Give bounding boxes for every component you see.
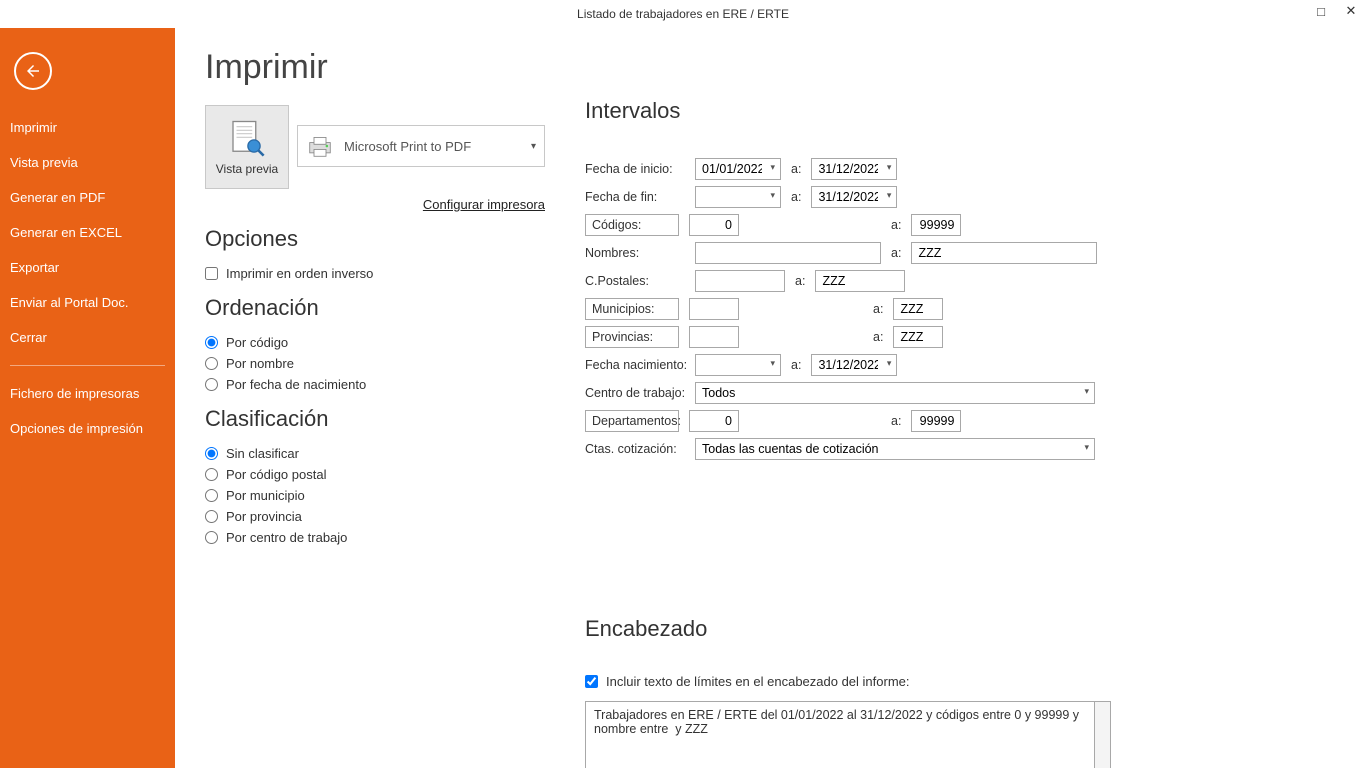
include-header-checkbox[interactable]: Incluir texto de límites en el encabezad…	[585, 674, 1336, 689]
fecha-fin-from[interactable]	[695, 186, 781, 208]
fecha-inicio-from[interactable]	[695, 158, 781, 180]
preview-button[interactable]: Vista previa	[205, 105, 289, 189]
classify-2[interactable]: Por municipio	[205, 488, 545, 503]
cpostales-to[interactable]	[815, 270, 905, 292]
ctas-select[interactable]	[695, 438, 1095, 460]
row-codigos: Códigos: a:	[585, 214, 1336, 236]
provincias-from[interactable]	[689, 326, 739, 348]
intervals-heading: Intervalos	[585, 98, 1336, 124]
sidebar-item-1[interactable]: Vista previa	[0, 145, 175, 180]
order-heading: Ordenación	[205, 295, 545, 321]
row-fecha-nac: Fecha nacimiento: a:	[585, 354, 1336, 376]
sidebar-item2-0[interactable]: Fichero de impresoras	[0, 376, 175, 411]
order-1[interactable]: Por nombre	[205, 356, 545, 371]
back-button[interactable]	[14, 52, 52, 90]
options-heading: Opciones	[205, 226, 545, 252]
departamentos-from[interactable]	[689, 410, 739, 432]
page-title: Imprimir	[205, 48, 545, 87]
sidebar-item-4[interactable]: Exportar	[0, 250, 175, 285]
sidebar-item-0[interactable]: Imprimir	[0, 110, 175, 145]
configure-printer-link[interactable]: Configurar impresora	[205, 197, 545, 212]
municipios-from[interactable]	[689, 298, 739, 320]
row-provincias: Provincias: a:	[585, 326, 1336, 348]
fecha-nac-from[interactable]	[695, 354, 781, 376]
header-text[interactable]	[585, 701, 1095, 768]
classify-4[interactable]: Por centro de trabajo	[205, 530, 545, 545]
codigos-from[interactable]	[689, 214, 739, 236]
sidebar-item-6[interactable]: Cerrar	[0, 320, 175, 355]
cpostales-from[interactable]	[695, 270, 785, 292]
row-nombres: Nombres: a:	[585, 242, 1336, 264]
document-magnifier-icon	[226, 118, 268, 160]
nombres-from[interactable]	[695, 242, 881, 264]
sidebar-item-5[interactable]: Enviar al Portal Doc.	[0, 285, 175, 320]
nombres-to[interactable]	[911, 242, 1097, 264]
reverse-order-checkbox[interactable]: Imprimir en orden inverso	[205, 266, 545, 281]
order-0[interactable]: Por código	[205, 335, 545, 350]
sidebar-item-3[interactable]: Generar en EXCEL	[0, 215, 175, 250]
departamentos-to[interactable]	[911, 410, 961, 432]
maximize-icon[interactable]: □	[1306, 0, 1336, 22]
classify-1[interactable]: Por código postal	[205, 467, 545, 482]
preview-button-label: Vista previa	[216, 162, 278, 176]
sidebar-item-2[interactable]: Generar en PDF	[0, 180, 175, 215]
classify-0[interactable]: Sin clasificar	[205, 446, 545, 461]
title-bar: Listado de trabajadores en ERE / ERTE □ …	[0, 0, 1366, 28]
sidebar: ImprimirVista previaGenerar en PDFGenera…	[0, 28, 175, 768]
municipios-to[interactable]	[893, 298, 943, 320]
fecha-nac-to[interactable]	[811, 354, 897, 376]
order-2[interactable]: Por fecha de nacimiento	[205, 377, 545, 392]
provincias-to[interactable]	[893, 326, 943, 348]
row-fecha-inicio: Fecha de inicio: a:	[585, 158, 1336, 180]
fecha-fin-to[interactable]	[811, 186, 897, 208]
printer-select[interactable]: Microsoft Print to PDF ▾	[297, 125, 545, 167]
row-centro: Centro de trabajo:	[585, 382, 1336, 404]
chevron-down-icon: ▾	[531, 141, 536, 152]
centro-select[interactable]	[695, 382, 1095, 404]
classify-3[interactable]: Por provincia	[205, 509, 545, 524]
header-heading: Encabezado	[585, 616, 1336, 642]
classify-heading: Clasificación	[205, 406, 545, 432]
codigos-to[interactable]	[911, 214, 961, 236]
printer-name: Microsoft Print to PDF	[344, 139, 471, 154]
close-icon[interactable]: ✕	[1336, 0, 1366, 22]
window-title: Listado de trabajadores en ERE / ERTE	[577, 7, 789, 21]
printer-icon	[306, 134, 334, 158]
row-departamentos: Departamentos: a:	[585, 410, 1336, 432]
row-ctas: Ctas. cotización:	[585, 438, 1336, 460]
row-municipios: Municipios: a:	[585, 298, 1336, 320]
row-fecha-fin: Fecha de fin: a:	[585, 186, 1336, 208]
fecha-inicio-to[interactable]	[811, 158, 897, 180]
scrollbar[interactable]	[1095, 701, 1111, 768]
row-cpostales: C.Postales: a:	[585, 270, 1336, 292]
sidebar-item2-1[interactable]: Opciones de impresión	[0, 411, 175, 446]
